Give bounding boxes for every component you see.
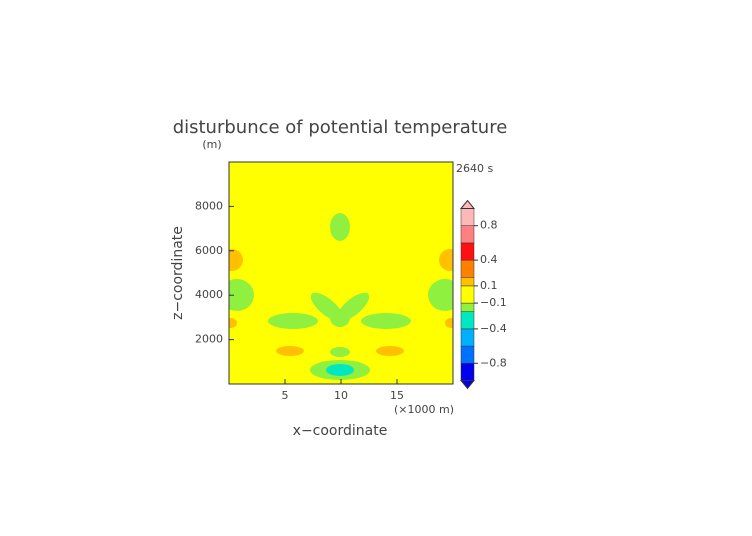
contour-region bbox=[229, 318, 237, 328]
colorbar-segment bbox=[460, 285, 475, 304]
plot-background bbox=[229, 162, 453, 384]
chart-title: disturbunce of potential temperature bbox=[173, 117, 508, 138]
y-tick-label: 4000 bbox=[195, 288, 223, 301]
colorbar-segment bbox=[460, 225, 475, 244]
contour-region bbox=[428, 279, 453, 311]
x-unit: (×1000 m) bbox=[394, 403, 454, 416]
contour-region bbox=[376, 346, 404, 356]
x-tick-label: 5 bbox=[282, 389, 289, 402]
contour-region bbox=[361, 313, 411, 329]
contour-region bbox=[276, 346, 304, 356]
contour-region bbox=[326, 364, 354, 376]
contour-region bbox=[330, 213, 350, 241]
colorbar-segment bbox=[460, 277, 475, 287]
y-tick-label: 2000 bbox=[195, 333, 223, 346]
colorbar-tick-label: −0.4 bbox=[480, 322, 507, 335]
y-tick-label: 8000 bbox=[195, 199, 223, 212]
colorbar-tick-label: −0.8 bbox=[480, 356, 507, 369]
colorbar-tick-label: 0.1 bbox=[480, 279, 498, 292]
y-unit: (m) bbox=[202, 138, 221, 151]
contour-region bbox=[439, 249, 453, 271]
colorbar-segment bbox=[460, 363, 475, 381]
colorbar-segment bbox=[460, 259, 475, 278]
contour-region bbox=[445, 318, 453, 328]
contour-region bbox=[330, 347, 350, 357]
colorbar-segment bbox=[460, 302, 475, 312]
x-tick-label: 10 bbox=[334, 389, 348, 402]
x-tick-label: 15 bbox=[390, 389, 404, 402]
contour-region bbox=[268, 313, 318, 329]
colorbar-tick-label: −0.1 bbox=[480, 296, 507, 309]
colorbar-tick-label: 0.4 bbox=[480, 253, 498, 266]
x-axis-label: x−coordinate bbox=[293, 423, 388, 439]
colorbar-extend-top bbox=[459, 199, 476, 209]
colorbar-segment bbox=[460, 311, 475, 330]
colorbar-segment bbox=[460, 242, 475, 261]
y-axis-label: z−coordinate bbox=[170, 226, 186, 320]
contour-region bbox=[229, 249, 243, 271]
colorbar-segment bbox=[460, 208, 475, 226]
contour-region bbox=[229, 279, 254, 311]
y-tick-label: 6000 bbox=[195, 244, 223, 257]
time-label: 2640 s bbox=[456, 162, 493, 175]
colorbar-segment bbox=[460, 345, 475, 364]
colorbar-tick-label: 0.8 bbox=[480, 219, 498, 232]
contour-regions bbox=[229, 213, 453, 380]
contour-region bbox=[330, 309, 350, 327]
colorbar-segment bbox=[460, 328, 475, 347]
colorbar-extend-bottom bbox=[459, 380, 476, 390]
